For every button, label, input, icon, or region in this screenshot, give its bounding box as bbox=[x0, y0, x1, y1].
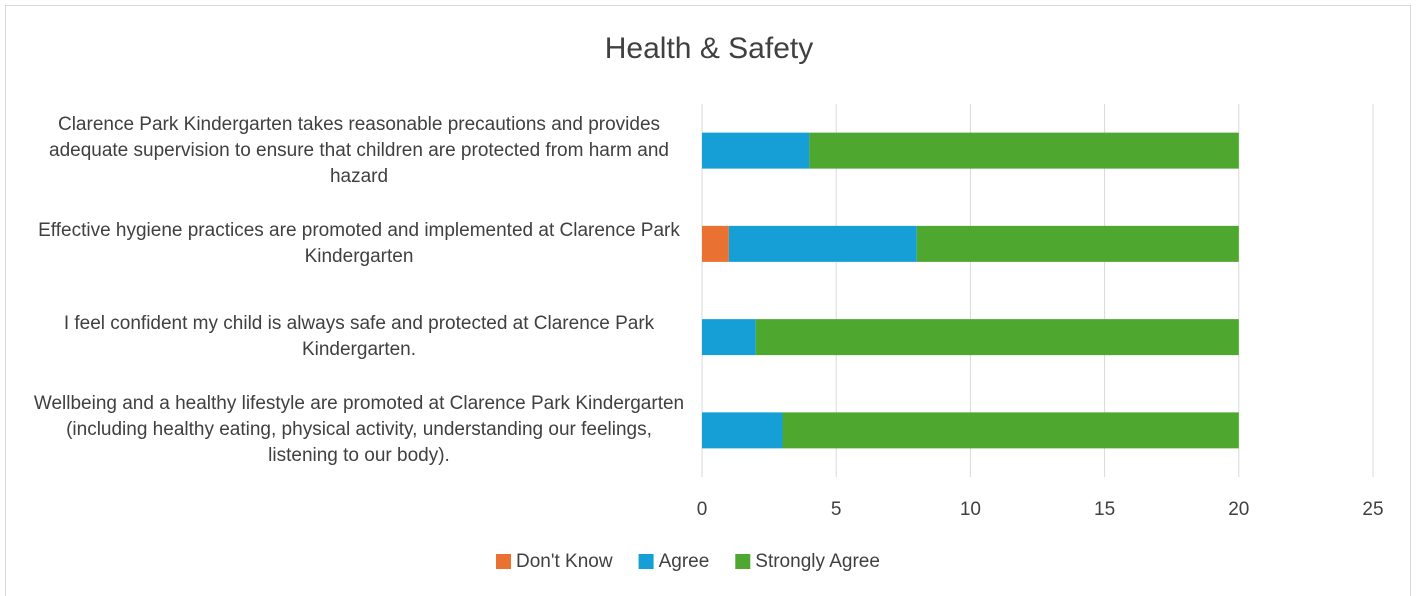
chart-title: Health & Safety bbox=[605, 32, 813, 65]
legend-swatch bbox=[638, 554, 654, 569]
y-tick-label: Clarence Park Kindergarten takes reasona… bbox=[49, 113, 669, 187]
bar-segment bbox=[702, 319, 756, 356]
bar-segment bbox=[809, 132, 1239, 169]
bar-segment bbox=[728, 225, 917, 262]
x-tick-label: 15 bbox=[1094, 499, 1115, 520]
x-tick-label: 25 bbox=[1362, 499, 1383, 520]
x-tick-label: 0 bbox=[697, 499, 708, 520]
x-tick-label: 5 bbox=[831, 499, 842, 520]
x-tick-label: 20 bbox=[1228, 499, 1249, 520]
y-tick-label: Effective hygiene practices are promoted… bbox=[38, 219, 680, 267]
legend-label: Strongly Agree bbox=[755, 551, 880, 572]
legend-swatch bbox=[735, 554, 751, 569]
bar-segment bbox=[702, 132, 810, 169]
legend-label: Don't Know bbox=[516, 551, 613, 572]
chart-border bbox=[5, 5, 1411, 596]
bar-segment bbox=[702, 225, 729, 262]
bar-segment bbox=[702, 412, 783, 449]
bar-segment bbox=[755, 319, 1239, 356]
bar-segment bbox=[782, 412, 1239, 449]
bar-segment bbox=[916, 225, 1239, 262]
y-tick-label: I feel confident my child is always safe… bbox=[63, 313, 655, 361]
x-tick-label: 10 bbox=[960, 499, 981, 520]
y-tick-label: Wellbeing and a healthy lifestyle are pr… bbox=[33, 393, 685, 467]
legend-swatch bbox=[496, 554, 511, 569]
legend-label: Agree bbox=[659, 551, 710, 572]
